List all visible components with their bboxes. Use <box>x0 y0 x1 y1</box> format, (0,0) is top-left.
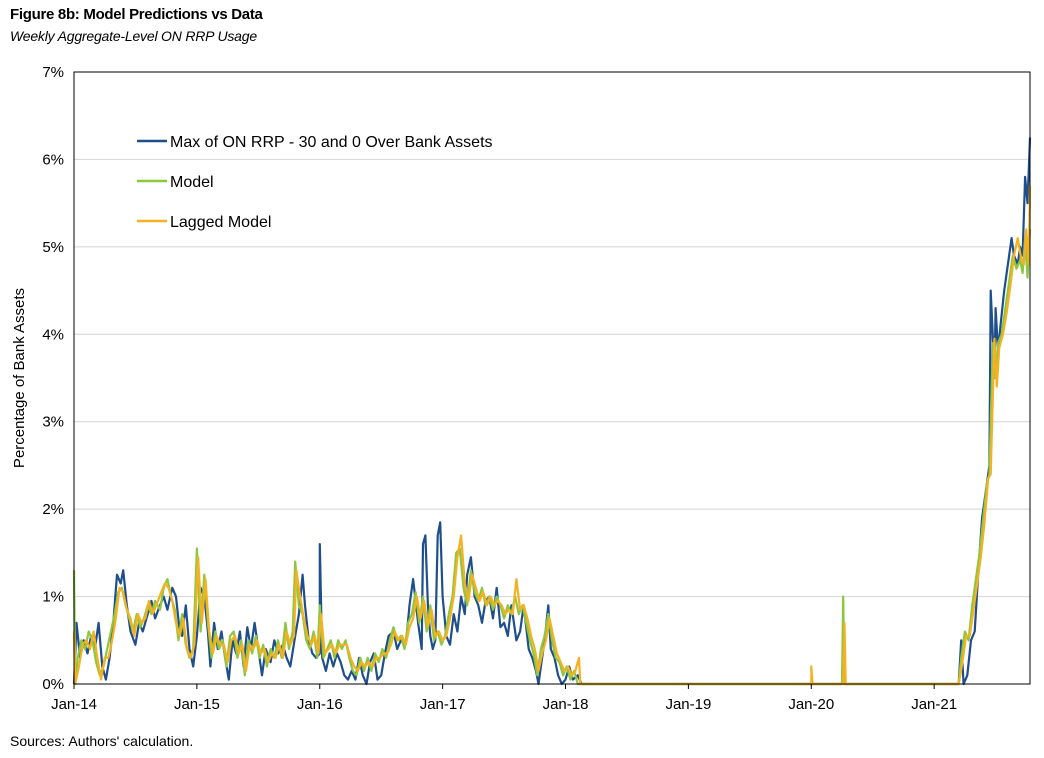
sources-note: Sources: Authors' calculation. <box>10 733 194 749</box>
y-axis: 0% 1% 2% 3% 4% 5% 6% 7% <box>42 64 64 693</box>
y-tick-label: 2% <box>42 501 64 518</box>
y-tick-label: 5% <box>42 239 64 256</box>
x-tick-label: Jan-18 <box>543 696 589 713</box>
y-tick-label: 6% <box>42 151 64 168</box>
y-tick-label: 1% <box>42 589 64 606</box>
legend-label: Model <box>170 174 214 191</box>
y-tick-label: 0% <box>42 676 64 693</box>
gridlines <box>74 158 1030 598</box>
plot-frame <box>73 71 1031 685</box>
x-tick-label: Jan-14 <box>51 696 97 713</box>
legend: Max of ON RRP - 30 and 0 Over Bank Asset… <box>137 134 493 231</box>
x-tick-label: Jan-20 <box>788 696 834 713</box>
series-line-2 <box>72 229 1032 686</box>
figure-title: Figure 8b: Model Predictions vs Data <box>10 6 263 23</box>
y-tick-label: 3% <box>42 414 64 431</box>
legend-label: Lagged Model <box>170 214 271 231</box>
x-tick-label: Jan-15 <box>174 696 220 713</box>
y-axis-label: Percentage of Bank Assets <box>11 288 28 468</box>
figure-subtitle: Weekly Aggregate-Level ON RRP Usage <box>10 28 257 44</box>
y-tick-label: 7% <box>42 64 64 81</box>
x-axis: Jan-14 Jan-15 Jan-16 Jan-17 Jan-18 Jan-19 Jan-… <box>51 684 957 713</box>
x-tick-label: Jan-17 <box>420 696 466 713</box>
legend-label: Max of ON RRP - 30 and 0 Over Bank Asset… <box>170 134 493 151</box>
y-tick-label: 4% <box>42 326 64 343</box>
series-line-3 <box>72 185 1032 686</box>
x-tick-label: Jan-16 <box>297 696 343 713</box>
x-tick-label: Jan-21 <box>911 696 957 713</box>
x-tick-label: Jan-19 <box>665 696 711 713</box>
